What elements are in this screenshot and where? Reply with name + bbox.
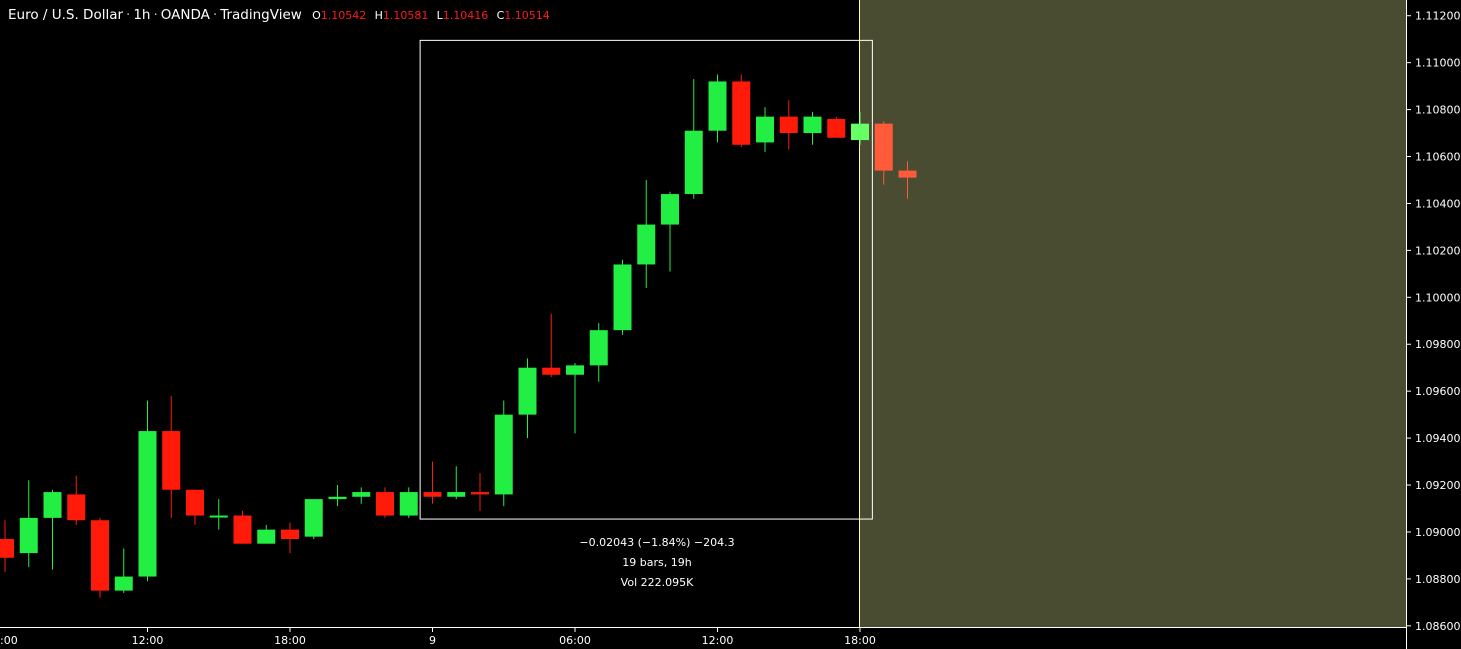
candles-layer: [0, 74, 917, 598]
candle-body[interactable]: [732, 81, 751, 145]
measure-change: −0.02043 (−1.84%) −204.3: [579, 536, 734, 549]
candle-body[interactable]: [613, 264, 632, 331]
chart-header: Euro / U.S. Dollar · 1h · OANDA · TradingView …: [8, 7, 550, 23]
candle-body[interactable]: [637, 224, 656, 265]
candle-body[interactable]: [708, 81, 727, 131]
candle-body[interactable]: [542, 367, 561, 375]
candle-body[interactable]: [661, 194, 679, 225]
candle-body[interactable]: [566, 365, 584, 375]
candle-body[interactable]: [186, 489, 204, 516]
candle-body[interactable]: [138, 431, 157, 577]
candle-body[interactable]: [352, 492, 371, 497]
candle-body[interactable]: [851, 123, 869, 141]
price-tick-label: 1.10400: [1415, 197, 1461, 210]
measure-bars: 19 bars, 19h: [622, 556, 691, 569]
candle-body[interactable]: [447, 492, 466, 497]
high-value: 1.10581: [382, 9, 429, 22]
price-tick-label: 1.11200: [1415, 10, 1461, 23]
price-tick-label: 1.09400: [1415, 432, 1461, 445]
high-key: H: [374, 9, 383, 22]
open-key: O: [312, 9, 321, 22]
future-zone: [859, 0, 1406, 627]
price-tick-label: 1.10000: [1415, 291, 1461, 304]
interval[interactable]: 1h: [133, 7, 151, 23]
candle-body[interactable]: [756, 116, 774, 143]
candle-body[interactable]: [43, 492, 62, 518]
candle-body[interactable]: [0, 539, 14, 558]
candle-body[interactable]: [898, 170, 917, 178]
time-tick-label: 18:00: [844, 634, 876, 647]
measure-volume: Vol 222.095K: [621, 576, 694, 589]
candle-body[interactable]: [91, 520, 109, 591]
candle-body[interactable]: [423, 492, 442, 497]
candle-body[interactable]: [589, 330, 608, 366]
time-tick-label: :00: [0, 634, 18, 647]
low-value: 1.10416: [442, 9, 489, 22]
price-tick-label: 1.10200: [1415, 244, 1461, 257]
time-tick-label: 12:00: [132, 634, 164, 647]
price-tick-label: 1.09800: [1415, 338, 1461, 351]
measure-box[interactable]: [419, 39, 873, 520]
open-value: 1.10542: [320, 9, 367, 22]
low-key: L: [436, 9, 443, 22]
platform: TradingView: [220, 7, 302, 23]
candle-body[interactable]: [827, 118, 846, 138]
candle-body[interactable]: [233, 515, 252, 544]
candle-body[interactable]: [518, 367, 537, 415]
candle-body[interactable]: [471, 492, 489, 495]
candle-body[interactable]: [874, 123, 893, 171]
candle-body[interactable]: [779, 116, 798, 134]
time-tick-label: 12:00: [702, 634, 734, 647]
candle-body[interactable]: [376, 492, 394, 516]
price-tick-label: 1.08800: [1415, 573, 1461, 586]
price-axis[interactable]: 1.11200 1.11000 1.10800 1.10600 1.10400 1.102…: [1406, 10, 1461, 633]
candle-body[interactable]: [684, 130, 703, 195]
candle-body[interactable]: [304, 499, 323, 537]
price-tick-label: 1.11000: [1415, 57, 1461, 70]
candle-body[interactable]: [803, 116, 822, 134]
time-tick-label: 18:00: [274, 634, 306, 647]
close-value: 1.10514: [504, 9, 550, 22]
price-tick-label: 1.09600: [1415, 385, 1461, 398]
candle-body[interactable]: [328, 496, 347, 500]
candle-body[interactable]: [257, 529, 276, 544]
price-tick-label: 1.09200: [1415, 479, 1461, 492]
candle-body[interactable]: [19, 517, 38, 554]
candle-body[interactable]: [494, 414, 513, 495]
candle-body[interactable]: [399, 492, 418, 516]
price-tick-label: 1.08600: [1415, 620, 1461, 633]
price-tick-label: 1.09000: [1415, 526, 1461, 539]
candle-body[interactable]: [67, 494, 86, 521]
time-tick-label: 9: [429, 634, 436, 647]
symbol-name[interactable]: Euro / U.S. Dollar: [8, 7, 124, 23]
price-tick-label: 1.10800: [1415, 104, 1461, 117]
candle-body[interactable]: [209, 515, 228, 518]
price-tick-label: 1.10600: [1415, 151, 1461, 164]
close-key: C: [496, 9, 505, 22]
candle-body[interactable]: [162, 431, 181, 490]
exchange: OANDA: [160, 7, 210, 23]
candle-body[interactable]: [281, 529, 299, 540]
time-axis[interactable]: :00 12:00 18:00 9 06:00 12:00 18:00: [0, 627, 876, 647]
time-tick-label: 06:00: [559, 634, 591, 647]
candle-body[interactable]: [114, 576, 133, 591]
